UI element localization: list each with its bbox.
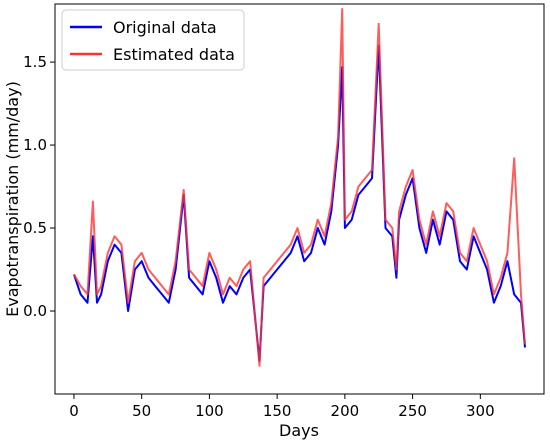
x-tick-label: 150 <box>263 402 292 420</box>
y-tick-label: 0.5 <box>23 219 47 237</box>
legend-label-2: Estimated data <box>113 45 235 64</box>
y-tick-label: 0.0 <box>23 302 47 320</box>
x-tick-label: 0 <box>69 402 79 420</box>
x-tick-label: 300 <box>466 402 495 420</box>
series-line-1 <box>73 44 526 362</box>
y-axis-label: Evapotranspiration (mm/day) <box>3 81 22 317</box>
x-tick-label: 200 <box>331 402 360 420</box>
legend-box <box>61 9 245 71</box>
series-line-2 <box>73 8 526 367</box>
x-tick-label: 250 <box>398 402 427 420</box>
legend-label-1: Original data <box>113 18 217 37</box>
axes: 0 50 100 150 200 250 300 0.0 0.5 1.0 1.5 <box>23 3 545 420</box>
legend: Original data Estimated data <box>61 9 245 71</box>
plot-frame <box>54 3 545 395</box>
y-tick-label: 1.5 <box>23 53 47 71</box>
x-tick-label: 50 <box>132 402 151 420</box>
plot-area <box>73 8 526 367</box>
x-tick-label: 100 <box>195 402 224 420</box>
y-tick-label: 1.0 <box>23 136 47 154</box>
x-axis-label: Days <box>279 421 319 440</box>
